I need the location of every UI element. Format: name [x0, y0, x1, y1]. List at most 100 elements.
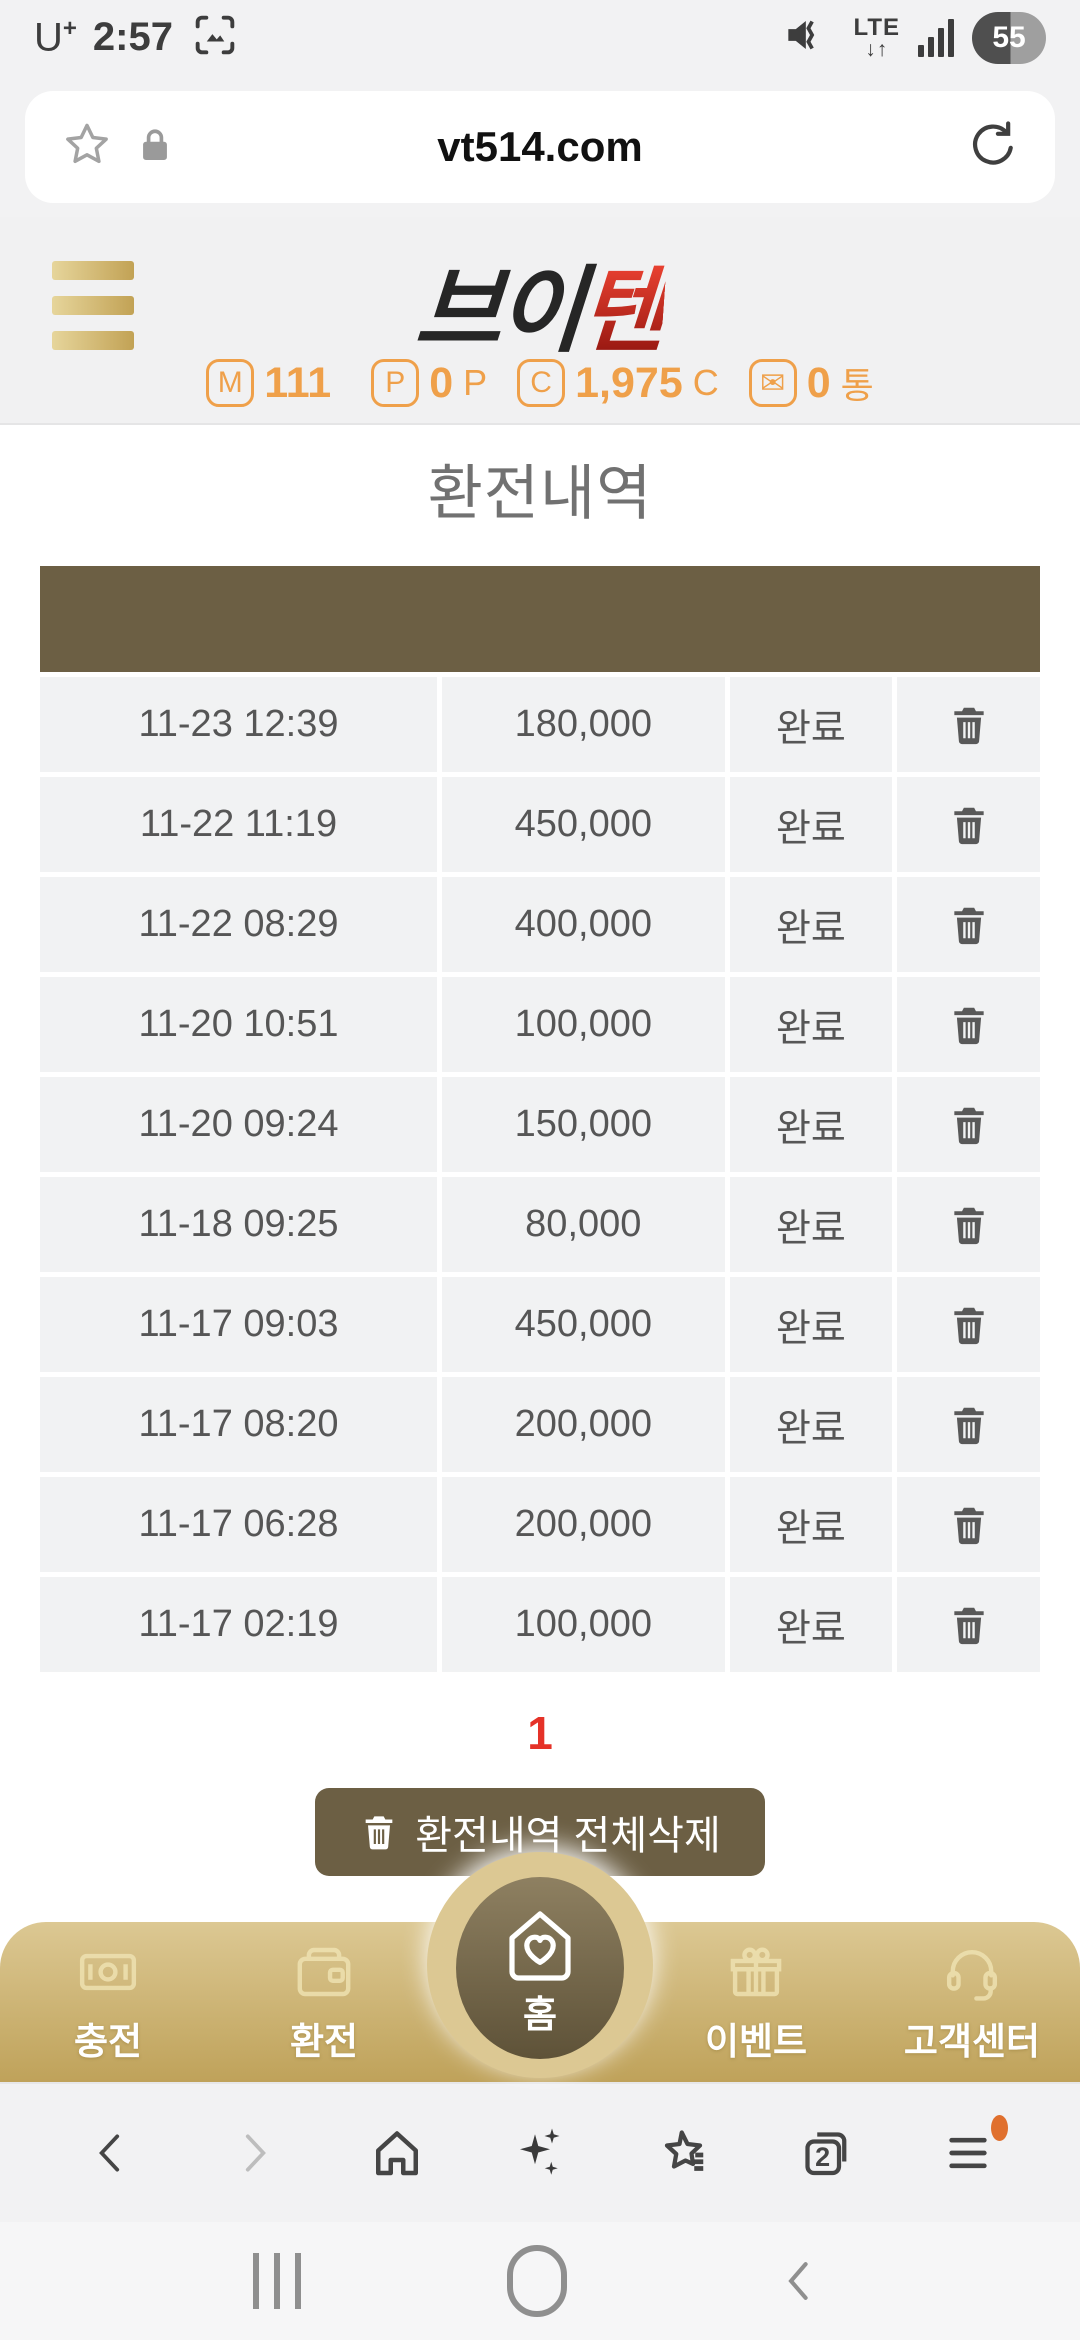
cell-amount: 150,000 [441, 1077, 725, 1172]
cell-date: 11-22 11:19 [40, 777, 437, 872]
stat-suffix: C [692, 362, 719, 403]
trash-icon [953, 807, 984, 844]
cell-amount: 450,000 [441, 777, 725, 872]
nav-home-slot: 홈 [427, 1852, 653, 2082]
trash-icon [365, 1816, 393, 1850]
nav-item-exchange[interactable]: 환전 [216, 1922, 432, 2082]
cell-status: 완료 [729, 977, 893, 1072]
site-bottom-nav: 충전 환전 홈 이벤트 [0, 1852, 1080, 2082]
cell-status: 완료 [729, 1577, 893, 1672]
banknote-icon [79, 1953, 137, 1991]
browser-menu-button[interactable] [936, 2115, 1009, 2185]
clock: 2:57 [92, 15, 173, 59]
nav-item-home[interactable]: 홈 [456, 1877, 624, 2059]
table-row: 11-17 06:28 200,000 완료 [40, 1477, 1040, 1572]
system-home-button[interactable] [507, 2245, 567, 2317]
browser-ai-sparkles-button[interactable] [508, 2121, 572, 2185]
cell-date: 11-20 10:51 [40, 977, 437, 1072]
delete-row-button[interactable] [947, 903, 991, 947]
browser-forward-button[interactable] [222, 2121, 286, 2185]
trash-icon [953, 1207, 984, 1244]
delete-row-button[interactable] [947, 1003, 991, 1047]
delete-all-button[interactable]: 환전내역 전체삭제 [315, 1788, 765, 1876]
stat-value: 0 [429, 358, 454, 407]
cell-status: 완료 [729, 877, 893, 972]
lock-icon [133, 123, 177, 172]
cell-amount: 100,000 [441, 1577, 725, 1672]
cell-status: 완료 [729, 1377, 893, 1472]
table-header-row [40, 566, 1040, 672]
system-back-button[interactable] [773, 2251, 827, 2311]
delete-row-button[interactable] [947, 703, 991, 747]
cell-status: 완료 [729, 677, 893, 772]
cell-status: 완료 [729, 1277, 893, 1372]
account-stats-row: M 111 P 0 P C 1,975 C ✉ 0 통 [0, 357, 1080, 409]
cell-amount: 180,000 [441, 677, 725, 772]
browser-home-button[interactable] [365, 2121, 429, 2185]
stat-item: M 111 [206, 359, 341, 408]
delete-row-button[interactable] [947, 1103, 991, 1147]
cell-amount: 400,000 [441, 877, 725, 972]
cell-date: 11-17 06:28 [40, 1477, 437, 1572]
delete-row-button[interactable] [947, 1503, 991, 1547]
cell-date: 11-17 02:19 [40, 1577, 437, 1672]
delete-row-button[interactable] [947, 803, 991, 847]
pagination-page-1[interactable]: 1 [527, 1707, 553, 1759]
trash-icon [953, 1607, 984, 1644]
system-recents-button[interactable] [253, 2253, 301, 2309]
table-header-cell [730, 566, 893, 672]
system-navigation-bar [0, 2222, 1080, 2340]
cell-status: 완료 [729, 1177, 893, 1272]
table-row: 11-22 11:19 450,000 완료 [40, 777, 1040, 872]
refresh-icon[interactable] [965, 117, 1021, 178]
cell-amount: 200,000 [441, 1377, 725, 1472]
site-header: 브이텐 M 111 P 0 P C 1,975 C ✉ 0 통 [0, 217, 1080, 425]
page-title: 환전내역 [427, 460, 653, 527]
signal-strength-icon [918, 18, 954, 57]
carrier-label: U+ [34, 14, 77, 60]
bookmark-star-icon[interactable] [59, 117, 115, 178]
delete-row-button[interactable] [947, 1303, 991, 1347]
nav-item-support[interactable]: 고객센터 [864, 1922, 1080, 2082]
site-logo[interactable]: 브이텐 [412, 258, 667, 363]
delete-row-button[interactable] [947, 1203, 991, 1247]
cell-date: 11-22 08:29 [40, 877, 437, 972]
table-header-cell [40, 566, 437, 672]
url-bar[interactable]: vt514.com [25, 91, 1055, 203]
delete-row-button[interactable] [947, 1603, 991, 1647]
table-row: 11-22 08:29 400,000 완료 [40, 877, 1040, 972]
browser-tabs-button[interactable]: 2 [794, 2121, 858, 2185]
browser-back-button[interactable] [79, 2121, 143, 2185]
screenshot-icon [189, 9, 241, 66]
battery-indicator: 55 [972, 11, 1046, 64]
table-header-cell [442, 566, 725, 672]
cell-date: 11-17 08:20 [40, 1377, 437, 1472]
main-content: 환전내역 11-23 12:39 180,000 완료 [0, 425, 1080, 1922]
trash-icon [953, 1107, 984, 1144]
nav-item-event[interactable]: 이벤트 [648, 1922, 864, 2082]
table-row: 11-18 09:25 80,000 완료 [40, 1177, 1040, 1272]
status-bar: U+ 2:57 LTE ↓↑ 55 [0, 0, 1080, 75]
cell-date: 11-17 09:03 [40, 1277, 437, 1372]
nav-item-charge[interactable]: 충전 [0, 1922, 216, 2082]
stat-badge-icon: P [371, 359, 420, 407]
table-row: 11-20 09:24 150,000 완료 [40, 1077, 1040, 1172]
table-row: 11-23 12:39 180,000 완료 [40, 677, 1040, 772]
menu-notification-dot [991, 2115, 1009, 2141]
trash-icon [953, 1507, 984, 1544]
stat-badge-icon: M [206, 359, 255, 407]
cell-amount: 450,000 [441, 1277, 725, 1372]
url-text[interactable]: vt514.com [437, 123, 643, 170]
menu-hamburger-button[interactable] [52, 261, 134, 350]
table-row: 11-17 08:20 200,000 완료 [40, 1377, 1040, 1472]
cell-date: 11-23 12:39 [40, 677, 437, 772]
stat-suffix: 통 [840, 365, 874, 406]
stat-value: 0 [806, 358, 831, 407]
browser-url-area: vt514.com [0, 75, 1080, 217]
cell-date: 11-20 09:24 [40, 1077, 437, 1172]
browser-bookmarks-button[interactable] [651, 2121, 715, 2185]
trash-icon [953, 1007, 984, 1044]
tab-count: 2 [815, 2141, 831, 2172]
browser-toolbar: 2 [0, 2082, 1080, 2222]
delete-row-button[interactable] [947, 1403, 991, 1447]
